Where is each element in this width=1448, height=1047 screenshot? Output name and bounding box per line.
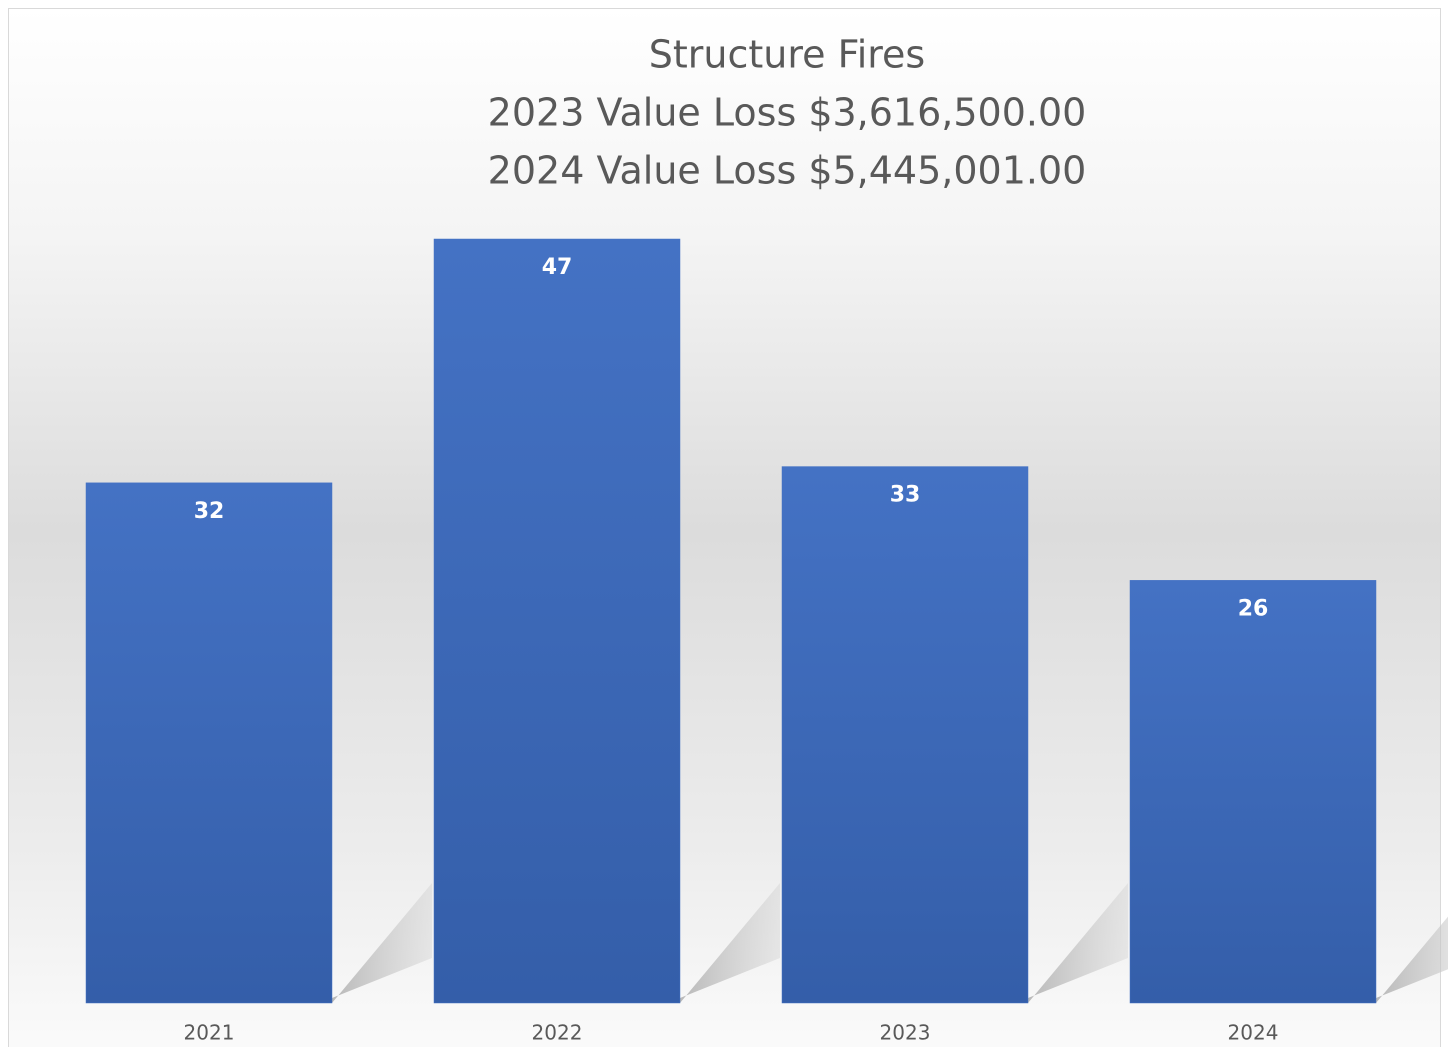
data-label: 47 (542, 255, 573, 280)
x-tick-label: 2023 (880, 1021, 931, 1045)
bar (1129, 580, 1377, 1004)
data-label: 33 (890, 483, 921, 508)
data-label: 26 (1238, 596, 1269, 621)
bar-shadow (680, 883, 780, 1003)
bar-shadow (1376, 916, 1448, 1003)
chart-title: 2023 Value Loss $3,616,500.00 (488, 91, 1087, 135)
bar-shadow (1028, 883, 1128, 1003)
bar (781, 466, 1029, 1004)
data-label: 32 (194, 499, 225, 524)
x-tick-label: 2021 (184, 1021, 235, 1045)
bar-shadow (332, 883, 432, 1003)
title-group: Structure Fires 2023 Value Loss $3,616,50… (488, 33, 1087, 193)
bar (85, 482, 333, 1004)
chart-title: 2024 Value Loss $5,445,001.00 (488, 149, 1087, 193)
x-tick-label: 2022 (532, 1021, 583, 1045)
bar (433, 238, 681, 1004)
x-tick-label: 2024 (1228, 1021, 1279, 1045)
plot: 32 2021 47 2022 33 2023 26 2024 (85, 238, 1448, 1045)
chart-title: Structure Fires (649, 33, 925, 77)
